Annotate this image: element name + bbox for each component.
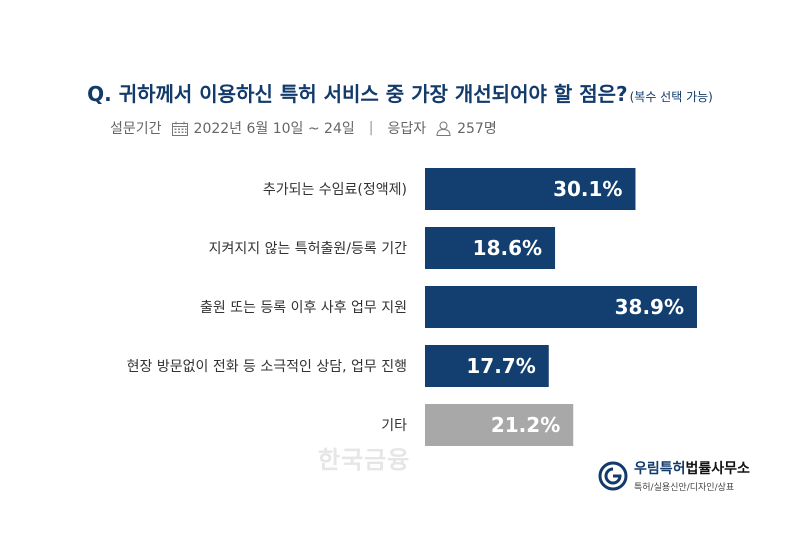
category-label: 출원 또는 등록 이후 사후 업무 지원 — [200, 300, 407, 316]
firm-logo: 우림특허법률사무소 특허/실용신안/디자인/상표 — [598, 458, 750, 493]
survey-meta: 설문기간 2022년 6월 10일 ~ 24일 | 응답자 257명 — [110, 118, 497, 138]
value-label: 18.6% — [473, 236, 542, 260]
firm-tagline: 특허/실용신안/디자인/상표 — [634, 483, 735, 493]
question-text: Q. 귀하께서 이용하신 특허 서비스 중 가장 개선되어야 할 점은? — [87, 82, 628, 106]
category-label: 추가되는 수임료(정액제) — [263, 182, 407, 198]
value-label: 21.2% — [491, 413, 560, 437]
category-label: 기타 — [381, 418, 407, 434]
period-value: 2022년 6월 10일 ~ 24일 — [193, 121, 355, 137]
logo-emblem-icon — [598, 461, 628, 490]
respondents-value: 257명 — [457, 121, 497, 137]
calendar-icon — [171, 121, 188, 136]
meta-separator: | — [368, 120, 374, 136]
respondents-label: 응답자 — [387, 121, 427, 137]
category-label: 지켜지지 않는 특허출원/등록 기간 — [209, 241, 408, 257]
category-label: 현장 방문없이 전화 등 소극적인 상담, 업무 진행 — [127, 359, 407, 375]
value-label: 17.7% — [466, 354, 535, 378]
period-label: 설문기간 — [110, 121, 162, 137]
person-icon — [436, 121, 451, 136]
firm-name: 우림특허법률사무소 — [634, 458, 750, 478]
bar — [425, 286, 697, 328]
value-label: 38.9% — [615, 295, 684, 319]
bar — [425, 168, 636, 210]
value-label: 30.1% — [553, 177, 622, 201]
watermark: 한국금융 — [318, 446, 411, 474]
bar — [425, 404, 574, 446]
bar — [425, 227, 556, 269]
question-note: (복수 선택 가능) — [629, 90, 713, 104]
chart-title: Q. 귀하께서 이용하신 특허 서비스 중 가장 개선되어야 할 점은? (복수 … — [0, 78, 800, 107]
bar — [425, 345, 549, 387]
firm-name-dark: 법률사무소 — [685, 461, 750, 477]
firm-name-blue: 우림특허 — [634, 461, 686, 477]
